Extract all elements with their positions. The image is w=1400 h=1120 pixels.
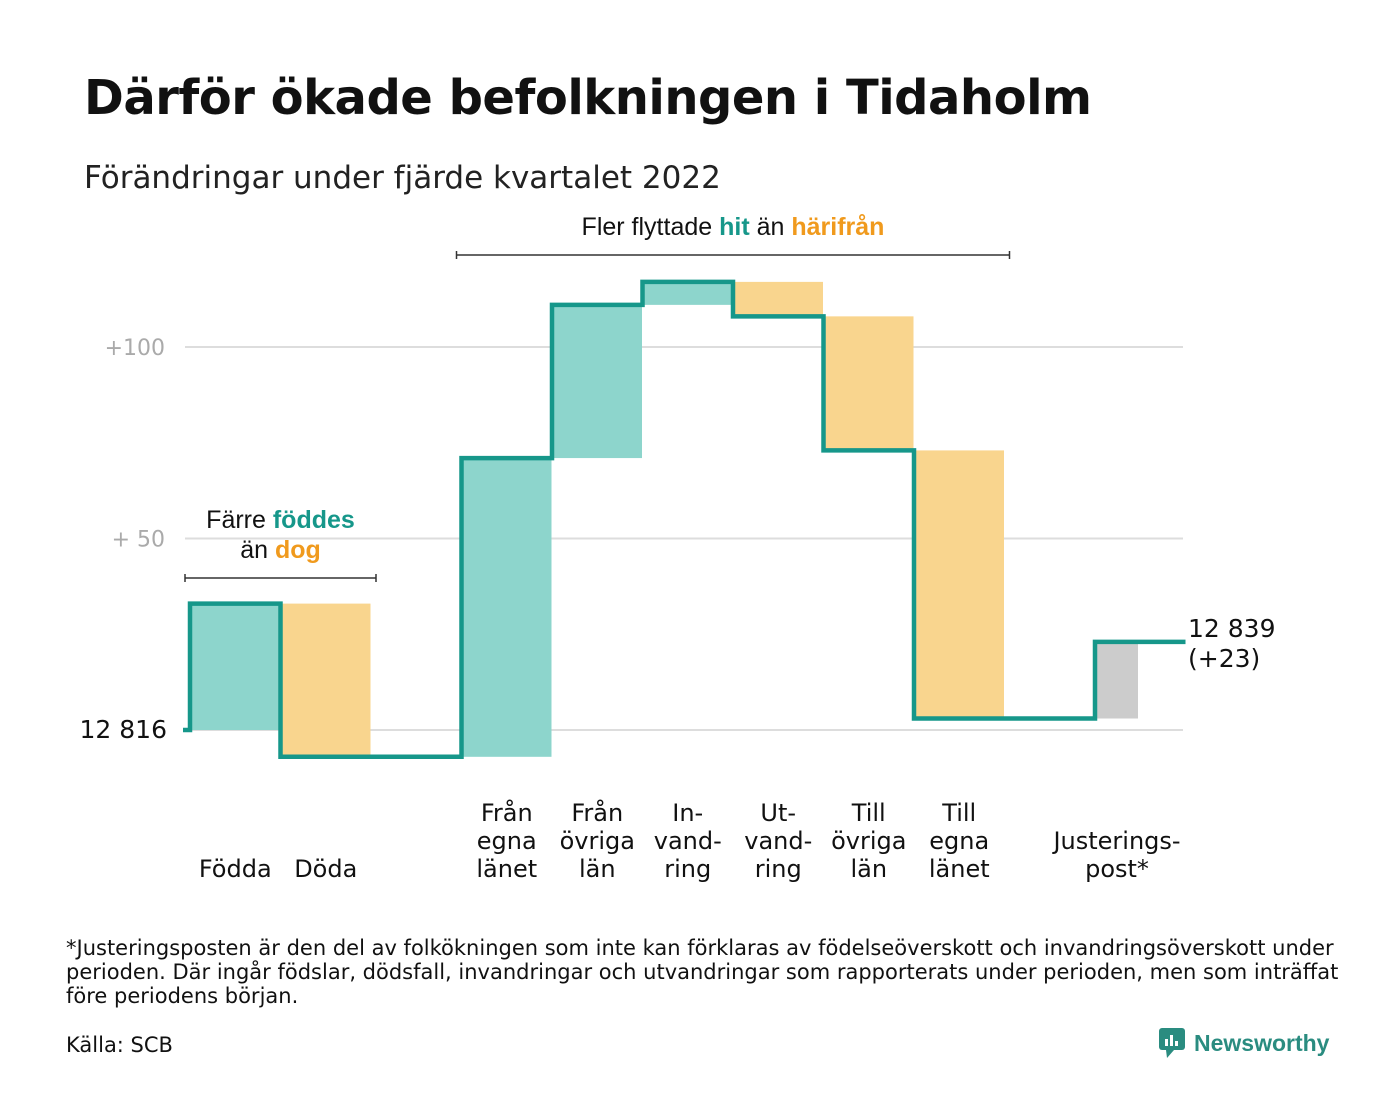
category-label-line: post* — [1085, 855, 1149, 883]
end-change-label: (+23) — [1188, 644, 1260, 673]
category-label-line: Justerings- — [1051, 827, 1180, 855]
bar-increase — [642, 281, 733, 305]
source-credit: Källa: SCB — [66, 1033, 173, 1057]
category-label: In-vand-ring — [654, 799, 722, 883]
chart-title: Därför ökade befolkningen i Tidaholm — [84, 70, 1092, 126]
category-label: Till övriga län — [831, 799, 906, 883]
category-label-line: In- — [672, 799, 703, 827]
bar-decrease — [914, 450, 1004, 719]
bar-increase — [552, 304, 642, 459]
category-label: Justerings-post* — [1051, 827, 1180, 883]
category-label: Födda — [199, 855, 272, 883]
annotation-part: Färre — [206, 506, 273, 534]
start-value-label: 12 816 — [80, 715, 167, 744]
category-label-line: ring — [755, 855, 802, 883]
category-label-line: ring — [664, 855, 711, 883]
category-label-line: vand- — [744, 827, 812, 855]
category-label-line: egna — [929, 827, 989, 855]
category-label-line: Till — [941, 799, 976, 827]
end-value-label: 12 839 — [1188, 614, 1275, 643]
category-label-line: egna — [477, 827, 537, 855]
footnote: *Justeringsposten är den del av folkökni… — [66, 936, 1339, 1008]
category-label-line: län — [579, 855, 616, 883]
annotation-part: härifrån — [791, 213, 884, 241]
category-label: Till egna länet — [929, 799, 990, 883]
category-label-line: Födda — [199, 855, 272, 883]
brand-logo: Newsworthy — [1158, 1027, 1329, 1059]
category-label-line: länet — [929, 855, 990, 883]
category-label-line: Från — [571, 798, 623, 827]
annotation-part: föddes — [273, 506, 355, 534]
annotation-text: Färre föddes — [206, 506, 355, 534]
running-total-line — [183, 279, 1186, 760]
newsworthy-icon — [1159, 1028, 1185, 1058]
annotation-text: Fler flyttade hit än härifrån — [582, 213, 885, 241]
annotation-text: än dog — [240, 536, 321, 564]
category-label-line: Ut- — [760, 799, 796, 827]
category-label-line: Döda — [294, 855, 357, 883]
category-label: Från övriga län — [560, 798, 635, 883]
category-label-line: övriga — [831, 827, 906, 855]
bar-decrease — [280, 603, 371, 757]
brand-name: Newsworthy — [1194, 1029, 1330, 1056]
annotation-part: dog — [275, 536, 321, 564]
running-total-line — [183, 279, 1186, 760]
annotation-part: hit — [719, 213, 750, 241]
bar-decrease — [733, 281, 823, 317]
y-tick-label: + 50 — [112, 528, 165, 553]
category-label: Från egna länet — [476, 798, 537, 883]
bar-increase — [461, 458, 552, 757]
bar-increase — [190, 603, 280, 730]
annotation-part: än — [240, 536, 275, 564]
bar-decrease — [823, 316, 914, 451]
bars — [190, 281, 1138, 757]
annotation-part: Fler flyttade — [582, 213, 720, 241]
bar-adjustment — [1095, 641, 1138, 719]
category-label-line: Från — [481, 798, 533, 827]
category-label: Ut-vand-ring — [744, 799, 812, 883]
category-label: Döda — [294, 855, 357, 883]
category-label-line: länet — [476, 855, 537, 883]
category-label-line: övriga — [560, 827, 635, 855]
category-label-line: Till — [851, 799, 886, 827]
y-tick-label: +100 — [105, 336, 165, 361]
chart-subtitle: Förändringar under fjärde kvartalet 2022 — [84, 160, 721, 196]
annotation-part: än — [750, 213, 792, 241]
category-label-line: vand- — [654, 827, 722, 855]
category-label-line: län — [850, 855, 887, 883]
